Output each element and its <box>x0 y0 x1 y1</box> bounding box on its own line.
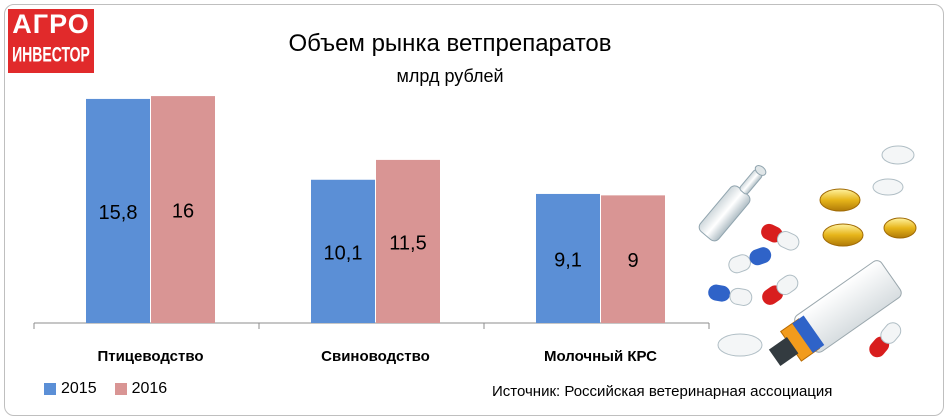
category-label: Свиноводство <box>321 348 430 365</box>
pills-and-ointment-icon <box>698 145 917 366</box>
bar-2016-1 <box>376 159 440 323</box>
data-label: 11,5 <box>389 232 426 254</box>
legend-swatch-2016 <box>114 383 127 395</box>
data-label: 10,1 <box>324 242 363 264</box>
bar-2015-1 <box>311 179 375 323</box>
bar-2015-0 <box>86 98 150 323</box>
chart-title: Объем рынка ветпрепаратов <box>288 30 612 57</box>
legend-swatch-2015 <box>44 383 56 395</box>
chart-subtitle: млрд рублей <box>396 66 504 86</box>
category-label: Птицеводство <box>97 348 203 365</box>
data-label: 15,8 <box>99 202 138 224</box>
brand-logo: АГРО ИНВЕСТОР <box>8 9 94 73</box>
data-label: 9 <box>627 250 638 272</box>
brand-line1: АГРО <box>12 9 90 39</box>
data-label: 9,1 <box>554 249 582 271</box>
legend: 2015 2016 <box>44 380 185 398</box>
brand-line2: ИНВЕСТОР <box>12 42 90 66</box>
source-note: Источник: Российская ветеринарная ассоци… <box>492 383 833 400</box>
legend-label-2016: 2016 <box>131 380 168 397</box>
bar-2016-0 <box>151 96 215 323</box>
data-label: 16 <box>172 201 194 223</box>
bar-2015-2 <box>536 193 600 323</box>
legend-item-2015: 2015 <box>44 380 97 398</box>
legend-item-2016: 2016 <box>114 380 168 398</box>
bar-2016-2 <box>601 195 665 323</box>
legend-label-2015: 2015 <box>61 380 97 397</box>
category-label: Молочный КРС <box>544 348 657 365</box>
